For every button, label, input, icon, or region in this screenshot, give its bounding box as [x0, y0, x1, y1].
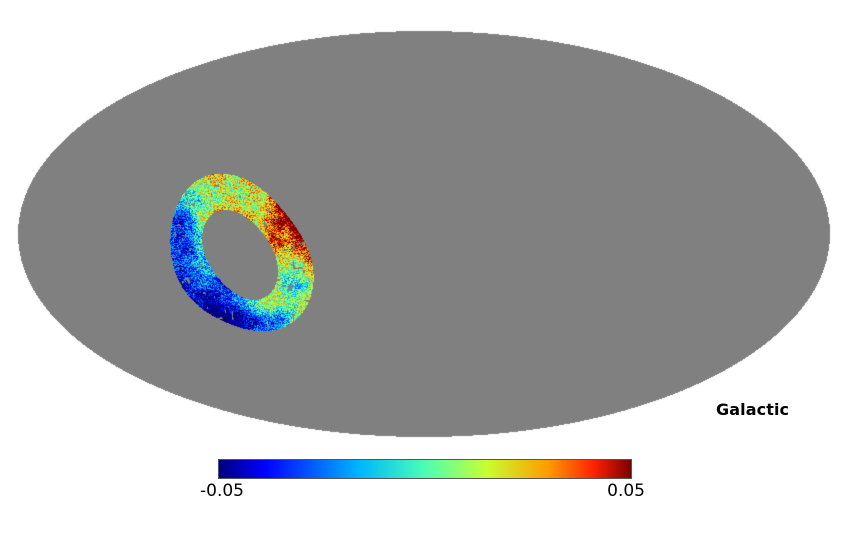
colorbar-max-label: 0.05: [607, 481, 645, 501]
colorbar-min-label: -0.05: [200, 481, 244, 501]
colorbar: -0.05 0.05: [200, 459, 645, 501]
coordinate-system-label: Galactic: [716, 400, 790, 419]
mollweide-sky-map[interactable]: [0, 0, 850, 455]
colorbar-gradient[interactable]: [218, 459, 632, 479]
